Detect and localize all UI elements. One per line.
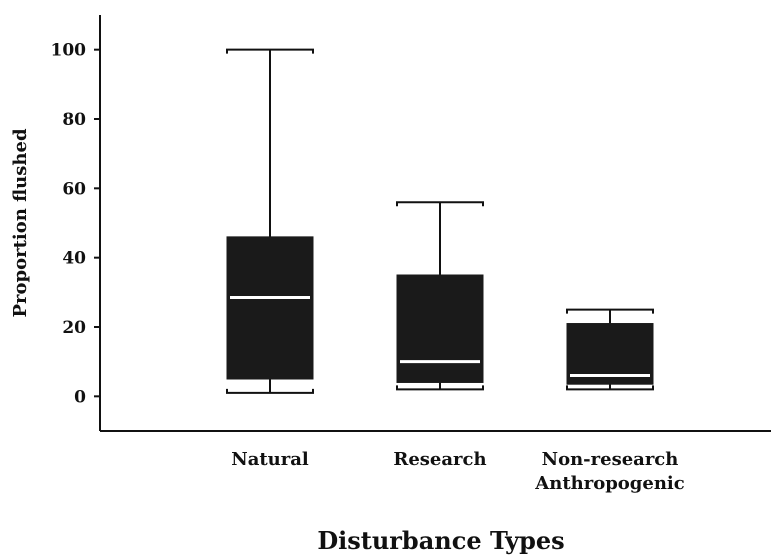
upper-whisker-cap: [226, 48, 314, 54]
y-tick-label: 80: [62, 110, 86, 130]
upper-whisker-cap: [566, 308, 654, 314]
y-tick-label: 0: [74, 387, 86, 407]
y-tick-label: 60: [62, 179, 86, 199]
lower-whisker-cap: [396, 385, 484, 391]
y-axis-title: Proportion flushed: [10, 128, 31, 317]
upper-whisker-cap: [396, 201, 484, 207]
lower-whisker-cap: [566, 385, 654, 391]
x-category-label: Research: [393, 449, 486, 470]
y-tick-label: 20: [62, 318, 86, 338]
x-category-label: Non-research: [542, 449, 679, 470]
box-iqr: [226, 236, 314, 380]
x-category-label: Natural: [231, 449, 309, 470]
box-iqr: [396, 274, 484, 383]
x-category-label: Anthropogenic: [534, 473, 684, 494]
y-tick-label: 40: [62, 249, 86, 269]
lower-whisker-cap: [226, 388, 314, 394]
y-tick-label: 100: [51, 41, 87, 61]
x-axis-title: Disturbance Types: [317, 526, 564, 555]
